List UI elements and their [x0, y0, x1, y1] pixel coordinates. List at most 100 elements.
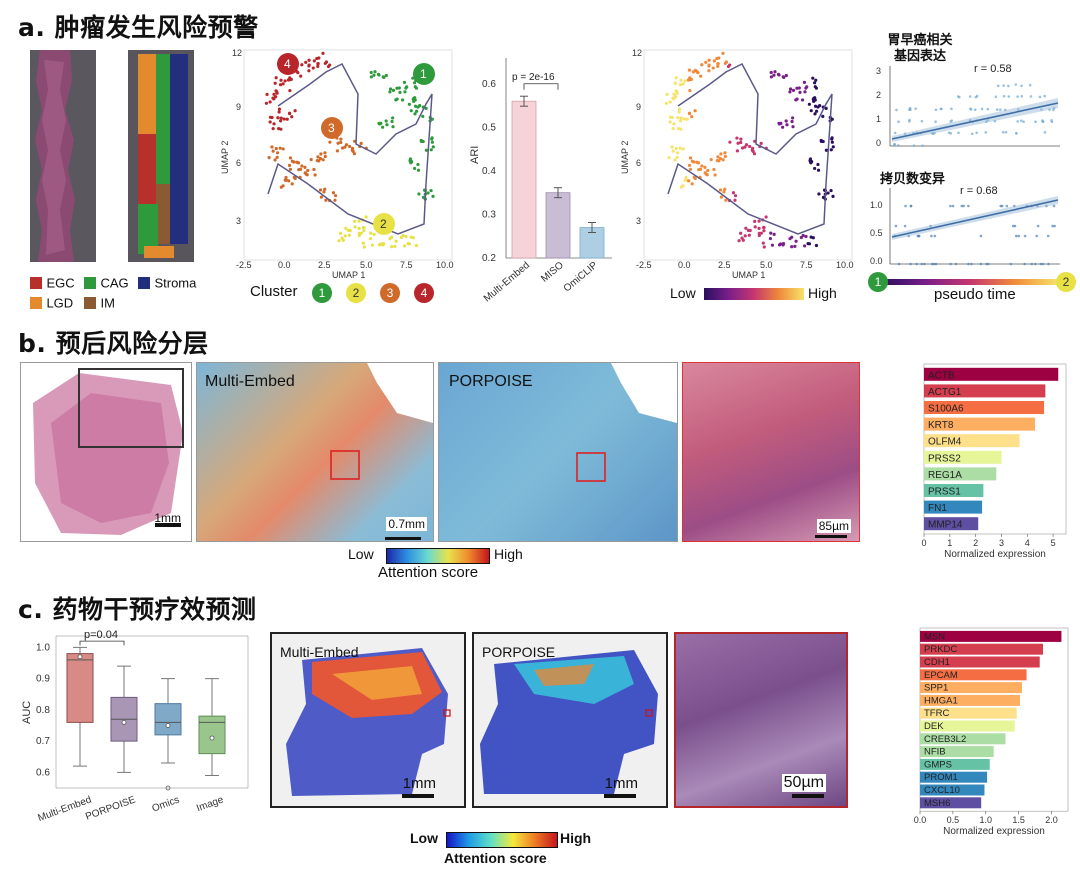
umap-pseudotime-point [814, 78, 818, 82]
umap-point [429, 148, 433, 152]
umap-point [431, 194, 435, 199]
umap-point [333, 194, 338, 198]
umap-point [421, 114, 425, 118]
gene-bar [920, 669, 1027, 681]
multi-embed-c-attention-map: Multi-Embed 1mm [270, 632, 466, 808]
umap-point [323, 154, 327, 159]
umap-pseudotime-point [782, 75, 786, 80]
scatter2-point [1030, 262, 1034, 266]
umap-point [279, 119, 283, 123]
umap-pseudotime-point [762, 229, 766, 233]
scatter2-point [1013, 224, 1017, 228]
umap-pseudotime-point [769, 70, 773, 75]
gene-bar-label: ACTG1 [928, 387, 962, 398]
umap-pseudotime-point [707, 63, 711, 67]
gene-bar [924, 517, 979, 531]
umap-pseudotime-point [722, 190, 726, 194]
umap-point [404, 86, 408, 90]
umap-point [429, 188, 433, 193]
scatter2-point [909, 262, 912, 266]
gene-bar-label: KRT8 [928, 420, 954, 431]
scatter1-point [934, 120, 937, 124]
scatter1-point [1034, 120, 1037, 124]
umap-point [370, 243, 375, 247]
scatter2-point [979, 234, 983, 238]
umap-pseudotime-point [804, 234, 808, 239]
scatter1-point [1016, 95, 1019, 98]
umap-pseudotime-point [700, 164, 704, 168]
umap-point [303, 165, 307, 169]
ari-xtick: MISO [539, 260, 566, 285]
attention-colorbar-c: Low High Attention score [410, 830, 610, 870]
umap1-xtick-0: -2.5 [236, 260, 252, 270]
attention-colorbar-b: Low High Attention score [348, 546, 548, 582]
umap-pseudotime-point [813, 81, 817, 85]
gene-bar [920, 707, 1017, 719]
umap-pseudotime-point [690, 115, 694, 119]
gene-bar [920, 797, 982, 809]
umap-pseudotime-point [791, 88, 796, 93]
umap-pseudotime-point [671, 96, 675, 100]
scatter2-point [1023, 234, 1027, 238]
umap-point [328, 63, 332, 67]
umap-point [381, 242, 386, 246]
auc-xtick: Omics [151, 794, 181, 814]
umap-pseudotime-point [816, 168, 821, 172]
umap-pseudotime-point [807, 102, 811, 106]
umap-point [402, 80, 407, 85]
umap-pseudotime-point [813, 166, 817, 171]
umap-pseudotime-point [676, 116, 680, 120]
gene-bar [920, 758, 990, 770]
umap-point [307, 58, 311, 62]
scatter2-point [934, 262, 938, 266]
scatter1-ytick-3: 3 [876, 66, 881, 76]
umap-point [413, 81, 417, 85]
scatter1-point [958, 95, 961, 99]
scatter1-ytick-0: 0 [876, 138, 881, 148]
scatter2-point [987, 262, 990, 266]
umap-point [413, 85, 417, 89]
umap-point [281, 147, 285, 151]
colorbar-c-title: Attention score [444, 850, 547, 866]
umap-pseudotime-point [759, 141, 763, 145]
umap-pseudotime-points [664, 51, 835, 249]
scatter2-point [920, 262, 923, 266]
umap-pseudotime-point [762, 225, 766, 230]
pseudotime-axis: 1 2 pseudo time [868, 272, 1080, 303]
umap-pseudotime-point [683, 178, 687, 182]
gene-bar-label: PRKDC [924, 644, 957, 655]
ari-ytick: 0.3 [482, 209, 496, 220]
umap-pseudotime-point [777, 243, 782, 247]
umap-pseudotime-point [741, 238, 745, 242]
gene-expression-scatter: 3 2 1 0 r = 0.58 [876, 63, 1060, 148]
umap-point [353, 225, 357, 229]
multi-embed-attention-map: Multi-Embed 0.7mm [196, 362, 434, 542]
svg-text:3: 3 [328, 121, 335, 135]
umap-pseudotime-point [807, 242, 812, 246]
scatter2-point [949, 262, 953, 266]
umap-pseudotime-point [831, 145, 835, 149]
scatter2-point [930, 234, 933, 238]
scatter2-point [1036, 224, 1040, 228]
auc-ylabel: AUC [21, 701, 33, 724]
umap-point [288, 156, 293, 160]
auc-xtick: PORPOISE [84, 794, 137, 822]
scatter1-point [986, 107, 990, 111]
umap-pseudotime-point [664, 101, 669, 105]
umap-point [377, 122, 382, 126]
umap-point [369, 231, 373, 235]
porpoise-b-label: PORPOISE [449, 373, 533, 390]
scatter1-point [970, 132, 974, 136]
umap-pseudotime-point [668, 115, 673, 119]
umap-point [311, 66, 315, 70]
umap-point [368, 236, 373, 241]
umap-pseudotime-point [687, 179, 691, 183]
umap-pseudotime-point [747, 233, 751, 237]
pseudotime-label: pseudo time [934, 286, 1016, 303]
svg-text:1: 1 [420, 67, 427, 81]
umap-point [413, 166, 417, 171]
umap-pseudotime-point [795, 97, 799, 101]
legend-item-cag: CAG [84, 274, 129, 292]
auc-mean [209, 735, 215, 741]
gene-xtick: 2.0 [1045, 815, 1058, 825]
